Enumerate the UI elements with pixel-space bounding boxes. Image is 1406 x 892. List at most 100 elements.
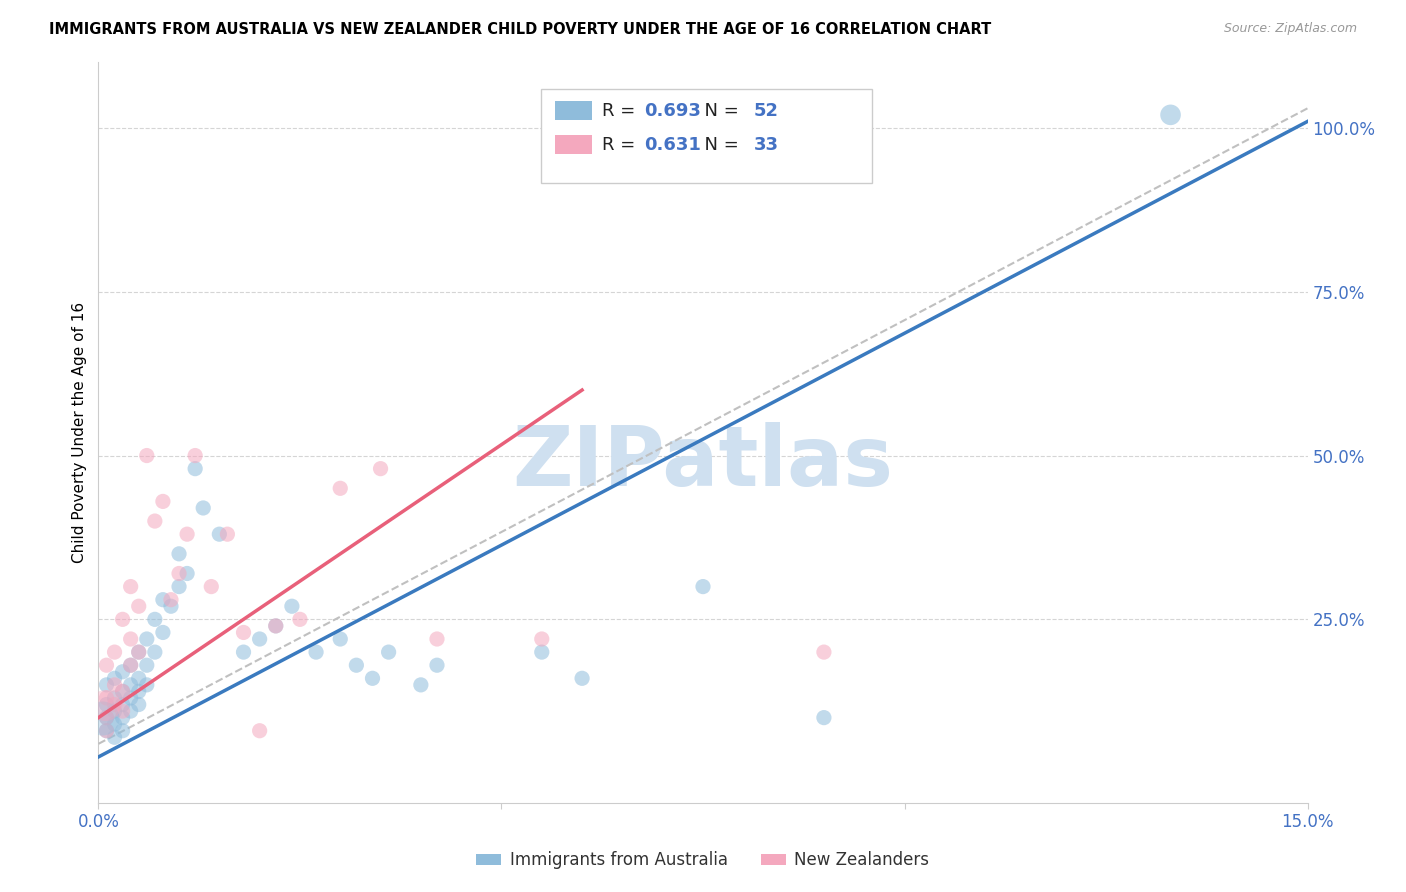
Point xyxy=(103,645,125,659)
Point xyxy=(208,527,231,541)
Point xyxy=(281,599,304,614)
Point xyxy=(96,658,118,673)
Text: N =: N = xyxy=(693,103,745,120)
Point xyxy=(143,612,166,626)
Point xyxy=(96,723,118,738)
Point xyxy=(193,500,215,515)
Text: N =: N = xyxy=(693,136,745,154)
Point xyxy=(264,619,287,633)
Point xyxy=(96,698,118,712)
Point xyxy=(217,527,239,541)
Point xyxy=(305,645,328,659)
Point xyxy=(120,678,142,692)
Point xyxy=(135,658,157,673)
Point xyxy=(103,731,125,745)
Point xyxy=(91,711,114,725)
Point xyxy=(344,658,367,673)
Point xyxy=(167,547,190,561)
Text: R =: R = xyxy=(602,103,641,120)
Point xyxy=(111,665,134,679)
Point xyxy=(288,612,311,626)
Point xyxy=(103,678,125,692)
Point xyxy=(120,658,142,673)
Point xyxy=(232,645,254,659)
Legend: Immigrants from Australia, New Zealanders: Immigrants from Australia, New Zealander… xyxy=(470,845,936,876)
Text: 52: 52 xyxy=(754,103,779,120)
Point xyxy=(96,711,118,725)
Point xyxy=(111,723,134,738)
Point xyxy=(96,678,118,692)
Point xyxy=(184,461,207,475)
Text: 0.693: 0.693 xyxy=(644,103,700,120)
Point xyxy=(135,632,157,646)
Text: 0.631: 0.631 xyxy=(644,136,700,154)
Text: R =: R = xyxy=(602,136,641,154)
Point xyxy=(152,494,174,508)
Point xyxy=(135,678,157,692)
Point xyxy=(128,599,150,614)
Point xyxy=(120,658,142,673)
Point xyxy=(426,658,449,673)
Point xyxy=(103,698,125,712)
Point xyxy=(111,684,134,698)
Point xyxy=(329,481,352,495)
Point xyxy=(530,632,553,646)
Point xyxy=(530,645,553,659)
Point xyxy=(111,704,134,718)
Point xyxy=(96,711,118,725)
Point xyxy=(167,580,190,594)
Point xyxy=(176,566,198,581)
Y-axis label: Child Poverty Under the Age of 16: Child Poverty Under the Age of 16 xyxy=(72,302,87,563)
Point xyxy=(160,599,183,614)
Point xyxy=(128,698,150,712)
Point xyxy=(96,690,118,705)
Point xyxy=(128,645,150,659)
Point xyxy=(103,690,125,705)
Point xyxy=(143,514,166,528)
Point xyxy=(813,645,835,659)
Point xyxy=(96,723,118,738)
Point xyxy=(409,678,432,692)
Point xyxy=(111,711,134,725)
Point xyxy=(377,645,399,659)
Point xyxy=(103,671,125,685)
Point xyxy=(692,580,714,594)
Point xyxy=(232,625,254,640)
Point xyxy=(111,684,134,698)
Point xyxy=(120,580,142,594)
Point xyxy=(167,566,190,581)
Text: 33: 33 xyxy=(754,136,779,154)
Point xyxy=(120,690,142,705)
Point xyxy=(571,671,593,685)
Point xyxy=(111,612,134,626)
Point xyxy=(264,619,287,633)
Point xyxy=(200,580,222,594)
Point xyxy=(128,684,150,698)
Text: IMMIGRANTS FROM AUSTRALIA VS NEW ZEALANDER CHILD POVERTY UNDER THE AGE OF 16 COR: IMMIGRANTS FROM AUSTRALIA VS NEW ZEALAND… xyxy=(49,22,991,37)
Point xyxy=(103,717,125,731)
Point xyxy=(143,645,166,659)
Point xyxy=(94,698,117,712)
Point xyxy=(184,449,207,463)
Point xyxy=(135,449,157,463)
Point xyxy=(120,704,142,718)
Point xyxy=(128,645,150,659)
Point xyxy=(361,671,384,685)
Point xyxy=(120,632,142,646)
Point xyxy=(249,632,271,646)
Point xyxy=(370,461,392,475)
Point xyxy=(128,671,150,685)
Point xyxy=(152,592,174,607)
Point xyxy=(152,625,174,640)
Point xyxy=(329,632,352,646)
Point xyxy=(1160,108,1182,122)
Point xyxy=(103,704,125,718)
Point xyxy=(111,698,134,712)
Point xyxy=(426,632,449,646)
Text: ZIPatlas: ZIPatlas xyxy=(513,422,893,503)
Text: Source: ZipAtlas.com: Source: ZipAtlas.com xyxy=(1223,22,1357,36)
Point xyxy=(249,723,271,738)
Point xyxy=(813,711,835,725)
Point xyxy=(160,592,183,607)
Point xyxy=(176,527,198,541)
